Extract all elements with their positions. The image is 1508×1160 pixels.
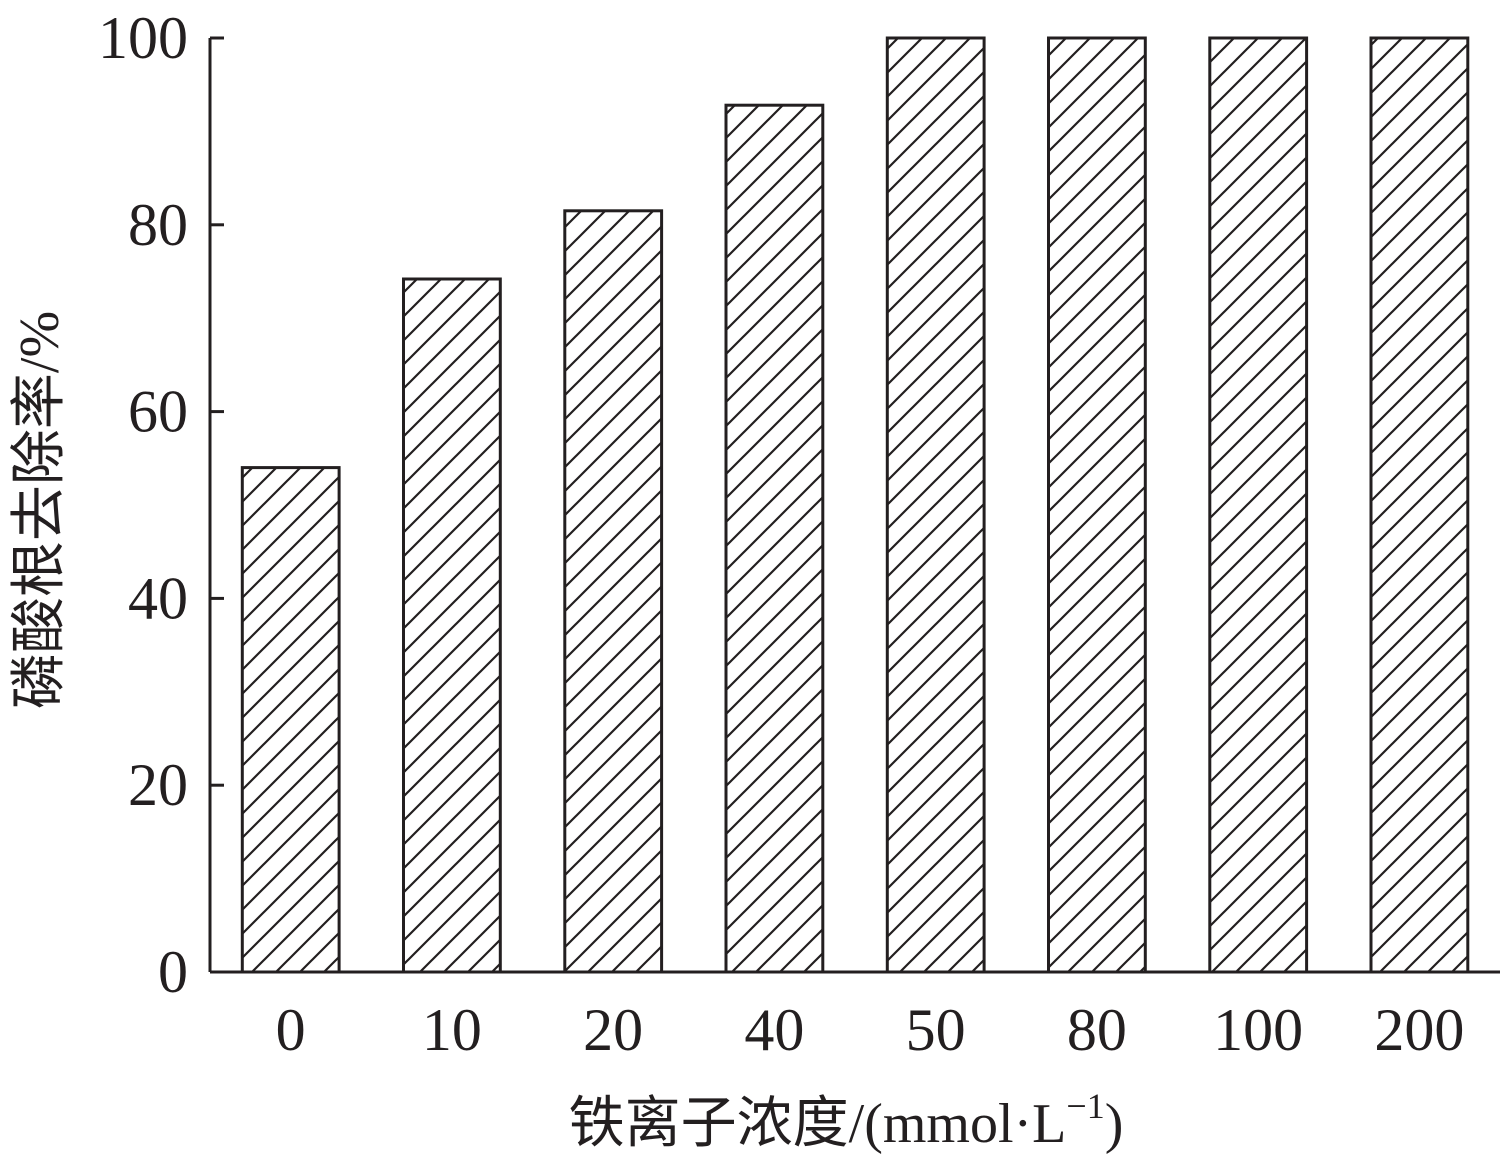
x-tick-label-20: 20 [583,997,643,1063]
x-tick-label-40: 40 [744,997,804,1063]
x-tick-label-80: 80 [1067,997,1127,1063]
bar-80 [1047,36,1147,974]
y-tick-label-80: 80 [128,192,188,258]
x-tick-label-200: 200 [1374,997,1464,1063]
bar-20 [563,209,664,974]
bar-100 [1208,36,1309,974]
x-ticks-layer: 0 10 20 40 50 80 100 200 [276,997,1465,1063]
axes-layer [208,38,1500,974]
bar-10 [402,277,502,974]
x-axis-title-superscript: −1 [1066,1086,1104,1126]
x-tick-label-0: 0 [276,997,306,1063]
x-tick-label-100: 100 [1213,997,1303,1063]
bar-50 [885,36,986,974]
y-tick-label-20: 20 [128,752,188,818]
bar-200 [1369,36,1470,974]
y-tick-label-60: 60 [128,379,188,445]
x-axis-title-main: 铁离子浓度/(mmol·L [569,1093,1067,1155]
y-tick-label-100: 100 [98,5,188,71]
y-tick-label-0: 0 [158,939,188,1005]
x-axis-title: 铁离子浓度/(mmol·L−1) [569,1086,1124,1155]
bar-40 [724,103,825,974]
bars-layer [240,36,1470,974]
x-tick-label-10: 10 [422,997,482,1063]
y-axis-title: 磷酸根去除率/% [9,311,71,709]
x-tick-label-50: 50 [906,997,966,1063]
bar-0 [240,466,341,974]
y-ticks-layer: 0 20 40 60 80 100 [98,5,224,1005]
y-tick-label-40: 40 [128,565,188,631]
x-axis-title-suffix: ) [1105,1093,1124,1155]
